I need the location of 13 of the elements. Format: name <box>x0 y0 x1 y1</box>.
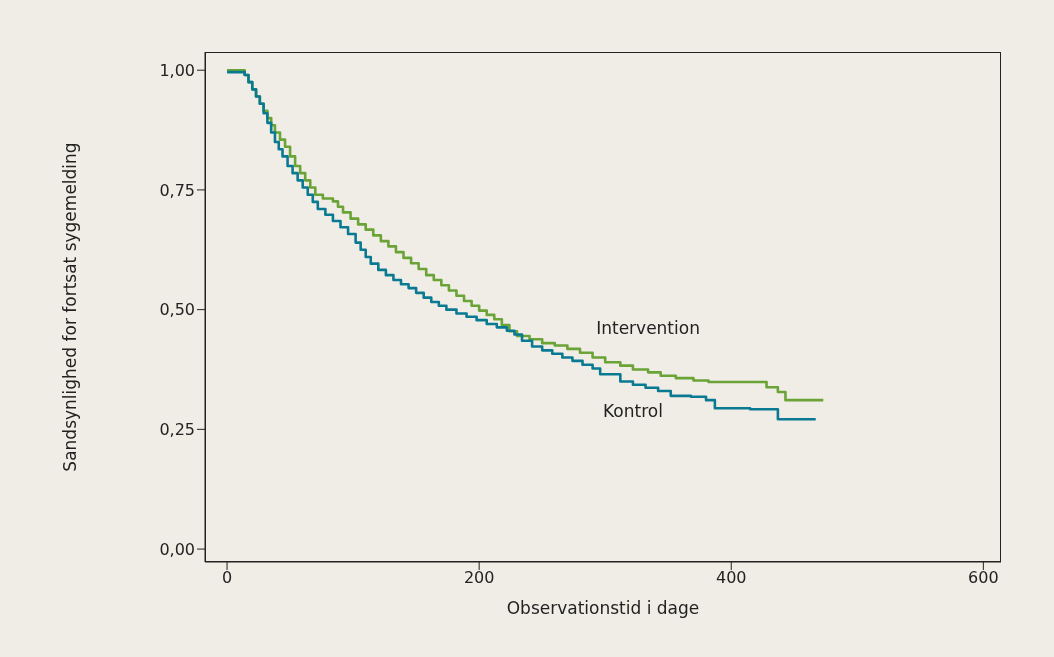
x-tick-label: 600 <box>968 568 999 588</box>
y-tick-label: 0,25 <box>159 420 195 440</box>
series-label: Kontrol <box>602 400 663 421</box>
y-tick-label: 1,00 <box>159 60 195 80</box>
y-tick-label: 0,00 <box>159 539 195 559</box>
x-axis-title: Observationstid i dage <box>506 598 700 619</box>
x-tick-label: 0 <box>221 568 233 588</box>
y-tick-label: 0,75 <box>159 180 195 200</box>
x-tick-label: 400 <box>715 568 747 588</box>
series-label: Intervention <box>596 318 700 339</box>
y-tick-label: 0,50 <box>159 300 195 320</box>
x-tick-label: 200 <box>463 568 495 588</box>
y-axis-title: Sandsynlighed for fortsat sygemelding <box>60 142 81 472</box>
